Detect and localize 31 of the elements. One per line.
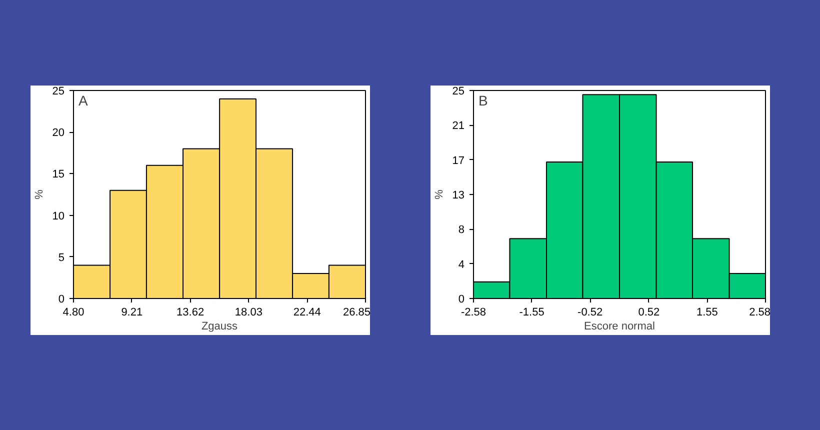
x-axis-title: Zgauss — [201, 320, 238, 332]
x-tick-label: 18.03 — [234, 306, 262, 318]
y-axis-title: % — [433, 189, 446, 200]
y-tick-label: 20 — [52, 127, 65, 140]
y-tick-label: 25 — [452, 86, 465, 98]
x-tick-label: 26.85 — [342, 306, 371, 318]
x-tick-label: 13.62 — [176, 306, 204, 318]
annotation: A — [78, 92, 88, 108]
y-tick-label: 0 — [58, 294, 65, 306]
x-axis-title: Escore normal — [584, 320, 655, 332]
annotation: B — [478, 92, 488, 108]
y-tick-label: 4 — [458, 258, 465, 271]
y-tick-label: 10 — [52, 210, 65, 222]
x-tick-label: 0.52 — [638, 306, 660, 318]
y-tick-label: 21 — [452, 120, 465, 132]
x-tick-label: 22.44 — [293, 306, 321, 318]
y-axis-title: % — [33, 189, 46, 200]
x-tick-label: -0.52 — [578, 306, 603, 318]
x-tick-label: 4.80 — [62, 306, 84, 318]
y-tick-label: 5 — [58, 252, 65, 264]
y-tick-label: 13 — [452, 190, 465, 202]
y-tick-label: 0 — [458, 294, 465, 306]
y-tick-label: 17 — [452, 154, 465, 167]
x-tick-label: 9.21 — [121, 306, 143, 318]
x-tick-label: 1.55 — [696, 306, 718, 318]
x-tick-label: -2.58 — [460, 306, 486, 318]
y-tick-label: 25 — [52, 86, 65, 98]
y-tick-label: 15 — [52, 168, 65, 181]
x-tick-label: 2.58 — [749, 306, 771, 318]
y-tick-label: 8 — [458, 224, 465, 236]
x-tick-label: -1.55 — [519, 306, 544, 318]
